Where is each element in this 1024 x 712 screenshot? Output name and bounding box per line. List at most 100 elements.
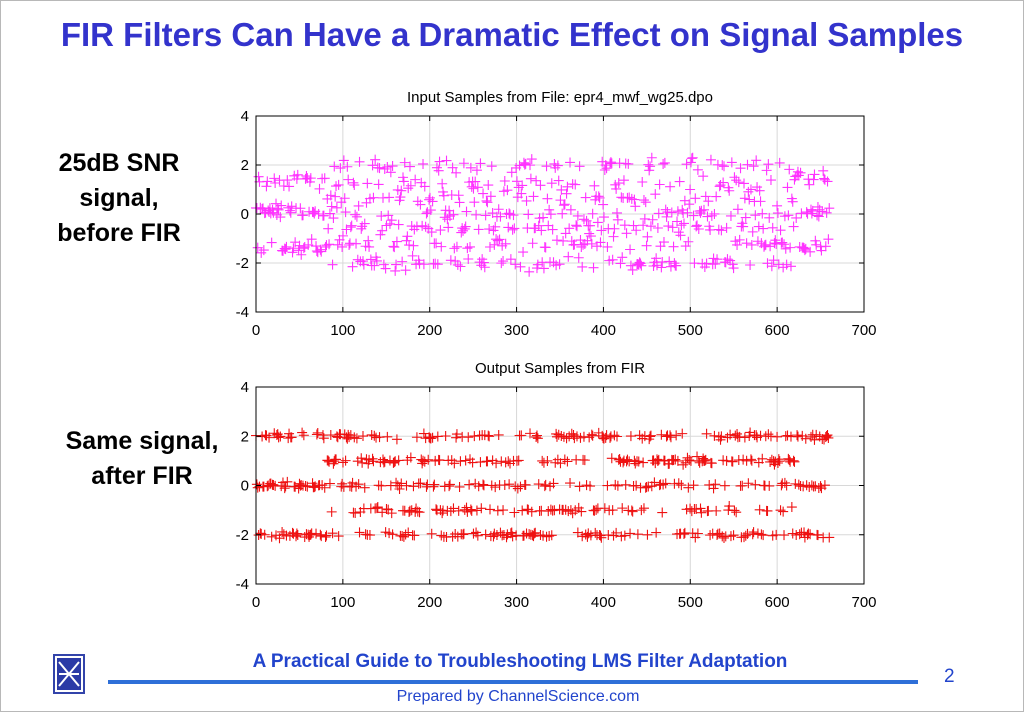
chart-1-point	[544, 204, 555, 215]
chart-1-point	[430, 258, 441, 269]
chart-1-point	[618, 175, 629, 186]
chart-1-point	[281, 241, 292, 252]
chart-1-y-tick-label: 2	[241, 157, 249, 174]
chart-1-point	[451, 167, 462, 178]
chart-2-point	[602, 480, 613, 491]
chart-1-point	[376, 211, 387, 222]
chart-1-point	[644, 165, 655, 176]
chart-1-point	[468, 183, 479, 194]
chart-1-point	[558, 200, 569, 211]
chart-1-point	[273, 204, 284, 215]
chart-1-point	[578, 239, 589, 250]
chart-2-x-tick-label: 0	[252, 594, 260, 611]
chart-1-point	[645, 161, 656, 172]
chart-2-point	[729, 505, 740, 516]
chart-2-point	[677, 428, 688, 439]
chart-2-point	[451, 429, 462, 440]
chart-2-point	[792, 431, 803, 442]
chart-1-point	[532, 259, 543, 270]
chart-1-point	[332, 239, 343, 250]
chart-1-point	[685, 157, 696, 168]
chart-1-point	[418, 259, 429, 270]
chart-1-point	[552, 160, 563, 171]
chart-1-point	[386, 215, 397, 226]
chart-1-point	[562, 181, 573, 192]
chart-2-point	[633, 456, 644, 467]
chart-1-point	[629, 194, 640, 205]
chart-1-point	[531, 175, 542, 186]
chart-2-point	[490, 482, 501, 493]
chart-2-point	[461, 502, 472, 513]
chart-1-point	[485, 242, 495, 253]
chart-2-point	[379, 456, 390, 467]
chart-1-point	[401, 235, 412, 246]
chart-1-point	[702, 211, 713, 222]
chart-2-point	[789, 456, 800, 467]
chart-1-point	[709, 208, 720, 219]
chart-1-point	[810, 235, 821, 246]
chart-2-point	[282, 476, 293, 487]
chart-1-point	[443, 222, 454, 233]
chart-1-point	[438, 190, 449, 201]
chart-1-point	[578, 214, 589, 225]
chart-1-point	[498, 256, 509, 267]
chart-1-x-tick-label: 100	[330, 322, 355, 339]
chart-1-point	[740, 212, 751, 223]
chart-1-point	[682, 207, 693, 218]
chart-2-point	[609, 430, 620, 441]
chart-2-point	[725, 531, 736, 542]
chart-1-point	[619, 220, 630, 231]
channelscience-logo-icon	[53, 654, 85, 694]
chart-1-point	[653, 208, 664, 219]
chart-2-y-tick-label: 0	[241, 478, 249, 495]
chart-2-point	[412, 506, 423, 517]
chart-2-point	[574, 481, 585, 492]
chart-1-x-tick-label: 700	[851, 322, 876, 339]
chart-2-point	[599, 503, 610, 514]
chart-2-point	[657, 507, 668, 518]
chart-1-point	[314, 183, 325, 194]
chart-2-point	[696, 507, 707, 518]
chart-1-point	[469, 197, 480, 208]
chart-1-point	[316, 246, 327, 257]
chart-1-point	[402, 231, 413, 242]
chart-2-point	[325, 429, 336, 440]
chart-2-point	[480, 529, 491, 540]
chart-1-point	[403, 183, 414, 194]
chart-1-point	[698, 204, 709, 215]
chart-1-point	[574, 161, 585, 172]
chart-2-point	[409, 530, 420, 541]
chart-1-point	[405, 180, 416, 191]
chart-2-point	[542, 455, 553, 466]
chart-1-point	[650, 189, 661, 200]
chart-1-point	[427, 196, 438, 207]
chart-1-point	[654, 179, 665, 190]
chart-1-point	[410, 174, 421, 185]
chart-1-point	[675, 230, 686, 241]
chart-1-point	[455, 261, 466, 272]
chart-2-point	[719, 480, 730, 491]
chart-1-point	[252, 242, 263, 253]
chart-1-point	[635, 258, 646, 269]
chart-2-point	[793, 479, 804, 490]
chart-2-point	[349, 432, 360, 443]
chart-1-point	[687, 152, 698, 163]
chart-1-point	[564, 223, 575, 234]
chart-1-point	[525, 160, 536, 171]
chart-1-point	[486, 161, 497, 172]
chart-1-point	[419, 181, 430, 192]
chart-2-point	[286, 432, 297, 443]
chart-2-point	[764, 480, 775, 491]
chart-1-point	[788, 221, 799, 232]
chart-1-point	[517, 180, 528, 191]
chart-1-point	[502, 185, 513, 196]
chart-1-point	[628, 220, 639, 231]
chart-2-point	[357, 431, 368, 442]
chart-2-point	[660, 478, 671, 489]
chart-2-point	[408, 481, 419, 492]
chart-1-point	[525, 173, 536, 184]
chart-2-point	[544, 531, 555, 542]
chart-1-point	[785, 242, 796, 253]
chart-1-point	[284, 181, 295, 192]
chart-2-point	[455, 456, 466, 467]
